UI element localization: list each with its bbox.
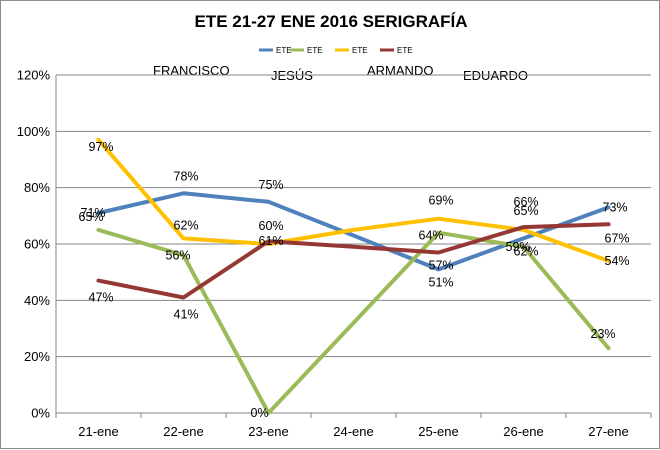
x-tick-label: 27-ene	[588, 424, 628, 439]
data-label: 57%	[429, 258, 454, 272]
person-label: FRANCISCO	[153, 63, 230, 78]
x-tick-label: 24-ene	[333, 424, 373, 439]
y-tick-label: 20%	[24, 349, 50, 364]
data-label: 64%	[419, 229, 444, 243]
person-label: ARMANDO	[367, 63, 433, 78]
y-tick-label: 0%	[31, 406, 50, 421]
data-label: 75%	[259, 178, 284, 192]
data-label: 23%	[591, 327, 616, 341]
y-tick-label: 80%	[24, 180, 50, 195]
y-tick-label: 120%	[17, 68, 51, 83]
data-label: 69%	[429, 194, 454, 208]
data-label: 56%	[166, 248, 191, 262]
x-tick-label: 22-ene	[163, 424, 203, 439]
chart-title: ETE 21-27 ENE 2016 SERIGRAFÍA	[194, 12, 467, 31]
x-tick-label: 26-ene	[503, 424, 543, 439]
data-label: 41%	[174, 308, 199, 322]
legend-entry: ETE	[352, 46, 368, 55]
y-tick-label: 60%	[24, 237, 50, 252]
x-tick-label: 23-ene	[248, 424, 288, 439]
data-label: 60%	[259, 219, 284, 233]
person-labels: FRANCISCO JESÚS ARMANDO EDUARDO	[147, 61, 537, 85]
data-label: 59%	[506, 240, 531, 254]
legend-entry: ETE	[397, 46, 413, 55]
x-tick-label: 21-ene	[78, 424, 118, 439]
data-label: 0%	[251, 406, 269, 420]
y-tick-label: 100%	[17, 124, 51, 139]
data-label: 97%	[89, 140, 114, 154]
data-label: 51%	[429, 275, 454, 289]
y-axis: 0% 20% 40% 60% 80% 100% 120%	[17, 68, 56, 421]
data-label: 66%	[514, 195, 539, 209]
data-label: 62%	[174, 218, 199, 232]
data-label: 61%	[259, 234, 284, 248]
data-label: 67%	[605, 231, 630, 245]
data-labels: 71%78%75%51%62%73%65%56%0%64%59%23%97%62…	[79, 140, 630, 420]
legend: ETE ETE ETE ETE	[259, 46, 413, 55]
legend-entry: ETE	[276, 46, 292, 55]
data-label: 54%	[605, 254, 630, 268]
legend-entry: ETE	[307, 46, 323, 55]
x-tick-label: 25-ene	[418, 424, 458, 439]
x-axis: 21-ene 22-ene 23-ene 24-ene 25-ene 26-ene 27-e…	[56, 413, 651, 439]
y-tick-label: 40%	[24, 293, 50, 308]
data-label: 78%	[174, 169, 199, 183]
data-label: 65%	[79, 210, 104, 224]
data-label: 73%	[603, 200, 628, 214]
data-label: 47%	[89, 291, 114, 305]
